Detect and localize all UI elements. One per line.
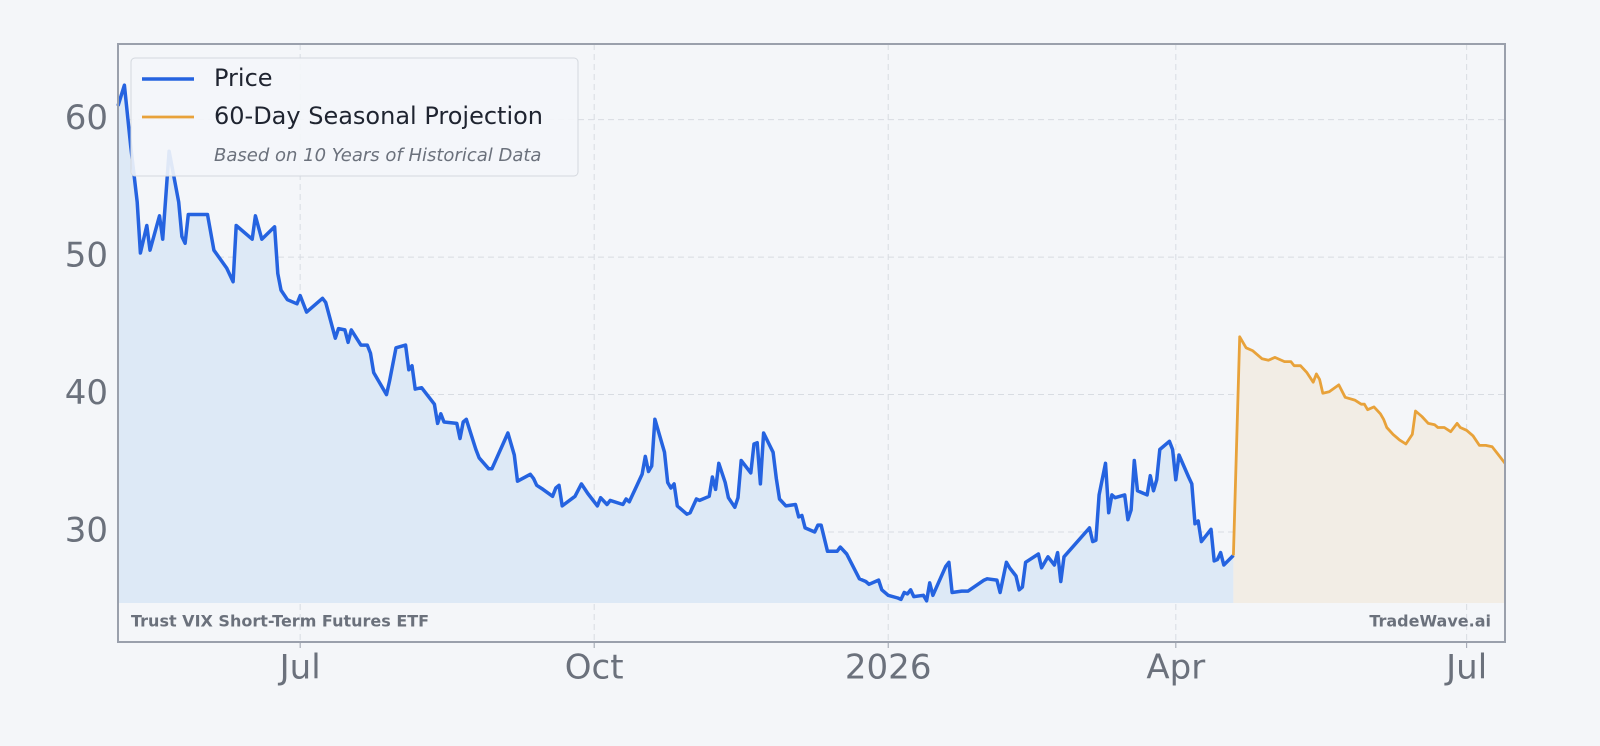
x-tick-label: Oct bbox=[565, 648, 624, 688]
y-tick-label: 40 bbox=[65, 373, 108, 413]
lines bbox=[116, 83, 1507, 603]
x-tick-label: Jul bbox=[1444, 648, 1487, 688]
area-fill bbox=[118, 85, 1234, 603]
series-line bbox=[116, 83, 1235, 603]
x-tick-label: Jul bbox=[278, 648, 321, 688]
legend: Price 60-Day Seasonal Projection bbox=[142, 64, 543, 130]
plot-frame bbox=[117, 43, 1506, 643]
series-line bbox=[1232, 335, 1507, 556]
y-tick-label: 30 bbox=[65, 511, 108, 551]
fills bbox=[118, 85, 1505, 603]
y-tick-label: 60 bbox=[65, 98, 108, 138]
footer-left: Trust VIX Short-Term Futures ETF bbox=[131, 612, 429, 631]
legend-box bbox=[130, 57, 579, 177]
axes: 30 40 50 60 Jul Oct 2026 Apr Jul bbox=[65, 98, 1487, 687]
legend-note: Based on 10 Years of Historical Data bbox=[214, 145, 541, 166]
x-tick-label: Apr bbox=[1146, 648, 1205, 688]
legend-label: Price bbox=[214, 64, 273, 92]
area-fill bbox=[1233, 336, 1505, 603]
x-tick-label: 2026 bbox=[845, 648, 932, 688]
footer-right: TradeWave.ai bbox=[1369, 612, 1491, 631]
y-tick-label: 50 bbox=[65, 236, 108, 276]
legend-label: 60-Day Seasonal Projection bbox=[214, 102, 543, 130]
